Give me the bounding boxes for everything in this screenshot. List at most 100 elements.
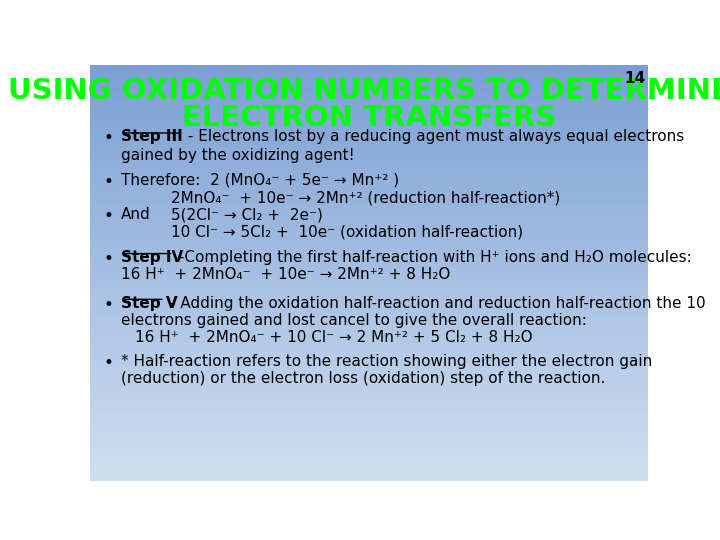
Bar <box>90 360 648 364</box>
Bar <box>90 464 648 468</box>
Text: -Completing the first half-reaction with H⁺ ions and H₂O molecules:: -Completing the first half-reaction with… <box>174 250 691 265</box>
Bar <box>90 160 648 165</box>
Bar <box>90 214 648 219</box>
Bar <box>90 335 648 339</box>
Bar <box>90 377 648 381</box>
Bar <box>90 352 648 356</box>
Bar <box>90 73 648 77</box>
Bar <box>90 210 648 214</box>
Bar <box>90 140 648 144</box>
Bar <box>90 260 648 265</box>
Bar <box>90 82 648 85</box>
Bar <box>90 418 648 422</box>
Bar <box>90 123 648 127</box>
Bar <box>90 327 648 331</box>
Bar <box>90 389 648 393</box>
Bar <box>90 194 648 198</box>
Bar <box>90 111 648 114</box>
Bar <box>90 127 648 131</box>
Text: electrons gained and lost cancel to give the overall reaction:: electrons gained and lost cancel to give… <box>121 313 587 328</box>
Bar <box>90 168 648 173</box>
Bar <box>90 385 648 389</box>
Bar <box>90 268 648 273</box>
Bar <box>90 285 648 289</box>
Bar <box>90 322 648 327</box>
Bar <box>90 231 648 235</box>
Bar <box>90 443 648 447</box>
Bar <box>90 319 648 322</box>
Bar <box>90 152 648 156</box>
Bar <box>90 306 648 310</box>
Text: 5(2Cl⁻ → Cl₂ +  2e⁻): 5(2Cl⁻ → Cl₂ + 2e⁻) <box>171 207 323 222</box>
Bar <box>90 131 648 136</box>
Text: ELECTRON TRANSFERS: ELECTRON TRANSFERS <box>182 104 556 132</box>
Bar <box>90 94 648 98</box>
Bar <box>90 65 648 69</box>
Bar <box>90 119 648 123</box>
Bar <box>90 265 648 268</box>
Bar <box>90 397 648 402</box>
Text: USING OXIDATION NUMBERS TO DETERMINE: USING OXIDATION NUMBERS TO DETERMINE <box>8 77 720 105</box>
Bar <box>90 114 648 119</box>
Bar <box>90 460 648 464</box>
Bar <box>90 364 648 368</box>
Bar <box>90 406 648 410</box>
Bar <box>90 202 648 206</box>
Bar <box>90 244 648 248</box>
Bar <box>90 156 648 160</box>
Bar <box>90 85 648 90</box>
Text: •: • <box>104 250 114 268</box>
Text: * Half-reaction refers to the reaction showing either the electron gain: * Half-reaction refers to the reaction s… <box>121 354 652 369</box>
Bar <box>90 181 648 185</box>
Text: gained by the oxidizing agent!: gained by the oxidizing agent! <box>121 148 354 163</box>
Text: •: • <box>104 295 114 314</box>
Bar <box>90 190 648 194</box>
Bar <box>90 331 648 335</box>
Bar <box>90 106 648 111</box>
Bar <box>90 339 648 343</box>
Bar <box>90 90 648 94</box>
Bar <box>90 451 648 456</box>
Bar <box>90 198 648 202</box>
Bar <box>90 235 648 239</box>
Bar <box>90 393 648 397</box>
Text: - Adding the oxidation half-reaction and reduction half-reaction the 10: - Adding the oxidation half-reaction and… <box>165 295 706 310</box>
Bar <box>90 402 648 406</box>
Bar <box>90 77 648 82</box>
Bar <box>90 476 648 481</box>
Text: 16 H⁺  + 2MnO₄⁻  + 10e⁻ → 2Mn⁺² + 8 H₂O: 16 H⁺ + 2MnO₄⁻ + 10e⁻ → 2Mn⁺² + 8 H₂O <box>121 267 450 282</box>
Bar <box>90 252 648 256</box>
Bar <box>90 472 648 476</box>
Bar <box>90 343 648 348</box>
Bar <box>90 356 648 360</box>
Bar <box>90 310 648 314</box>
Bar <box>90 165 648 168</box>
Text: And: And <box>121 207 150 222</box>
Text: 16 H⁺  + 2MnO₄⁻ + 10 Cl⁻ → 2 Mn⁺² + 5 Cl₂ + 8 H₂O: 16 H⁺ + 2MnO₄⁻ + 10 Cl⁻ → 2 Mn⁺² + 5 Cl₂… <box>135 330 532 346</box>
Bar <box>90 248 648 252</box>
Bar <box>90 410 648 414</box>
Bar <box>90 447 648 451</box>
Text: •: • <box>104 173 114 191</box>
Text: Step V: Step V <box>121 295 177 310</box>
Bar <box>90 294 648 298</box>
Text: 2MnO₄⁻  + 10e⁻ → 2Mn⁺² (reduction half-reaction*): 2MnO₄⁻ + 10e⁻ → 2Mn⁺² (reduction half-re… <box>171 191 560 205</box>
Text: - Electrons lost by a reducing agent must always equal electrons: - Electrons lost by a reducing agent mus… <box>183 129 685 144</box>
Bar <box>90 185 648 190</box>
Bar <box>90 173 648 177</box>
Bar <box>90 206 648 210</box>
Bar <box>90 102 648 106</box>
Text: 14: 14 <box>624 71 645 86</box>
Bar <box>90 427 648 431</box>
Bar <box>90 98 648 102</box>
Bar <box>90 219 648 223</box>
Bar <box>90 368 648 373</box>
Bar <box>90 289 648 294</box>
Text: Step III: Step III <box>121 129 182 144</box>
Bar <box>90 439 648 443</box>
Bar <box>90 298 648 302</box>
Bar <box>90 256 648 260</box>
Bar <box>90 456 648 460</box>
Bar <box>90 314 648 319</box>
Bar <box>90 239 648 244</box>
